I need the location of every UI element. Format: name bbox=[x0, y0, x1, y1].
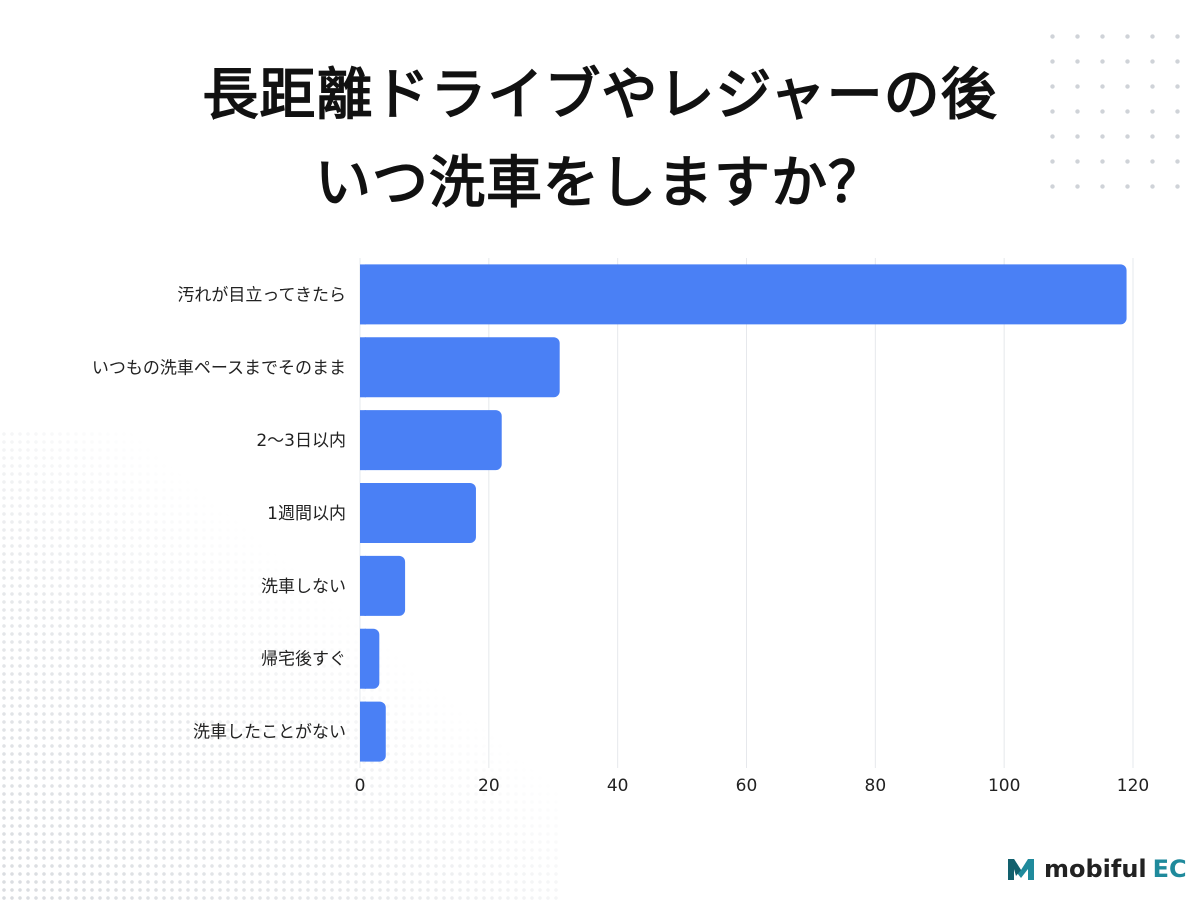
bar-4 bbox=[360, 483, 476, 543]
category-label: 2～3日以内 bbox=[256, 431, 346, 451]
bar-1-base bbox=[360, 264, 366, 325]
bar-2-base bbox=[360, 337, 366, 398]
x-tick-label: 80 bbox=[865, 776, 887, 796]
mobiful-m-logo-icon bbox=[1008, 859, 1034, 880]
category-label: 洗車しない bbox=[261, 577, 346, 597]
x-tick-label: 40 bbox=[607, 776, 629, 796]
decorative-dot-grid bbox=[1040, 24, 1190, 194]
bar-3 bbox=[360, 410, 502, 471]
bar-6-base bbox=[360, 628, 366, 689]
bar-3-base bbox=[360, 410, 366, 471]
category-label: 1週間以内 bbox=[267, 504, 346, 524]
bar-7 bbox=[360, 701, 386, 762]
x-tick-label: 60 bbox=[736, 776, 758, 796]
category-label: 帰宅後すぐ bbox=[261, 650, 346, 670]
chart-title-line-1: 長距離ドライブやレジャーの後 bbox=[202, 63, 998, 128]
bar-1 bbox=[360, 264, 1127, 325]
bar-7-base bbox=[360, 701, 366, 762]
category-label: いつもの洗車ペースまでそのまま bbox=[92, 358, 346, 378]
logo-suffix: EC bbox=[1152, 855, 1187, 883]
category-label: 洗車したことがない bbox=[193, 723, 346, 743]
brand-logo: mobiful EC bbox=[1006, 852, 1187, 886]
bar-5 bbox=[360, 555, 406, 616]
x-tick-label: 0 bbox=[355, 776, 366, 796]
category-label: 汚れが目立ってきたら bbox=[177, 285, 346, 305]
x-tick-label: 20 bbox=[478, 776, 500, 796]
bar-4-base bbox=[360, 483, 366, 543]
bar-2 bbox=[360, 337, 560, 398]
x-tick-label: 100 bbox=[988, 776, 1020, 796]
chart-title-line-2: いつ洗車をしますか？ bbox=[315, 151, 885, 216]
logo-name: mobiful bbox=[1044, 855, 1147, 883]
bar-5-base bbox=[360, 555, 366, 616]
x-tick-label: 120 bbox=[1117, 776, 1149, 796]
chart-title: 長距離ドライブやレジャーの後 いつ洗車をしますか？ bbox=[0, 52, 1200, 228]
